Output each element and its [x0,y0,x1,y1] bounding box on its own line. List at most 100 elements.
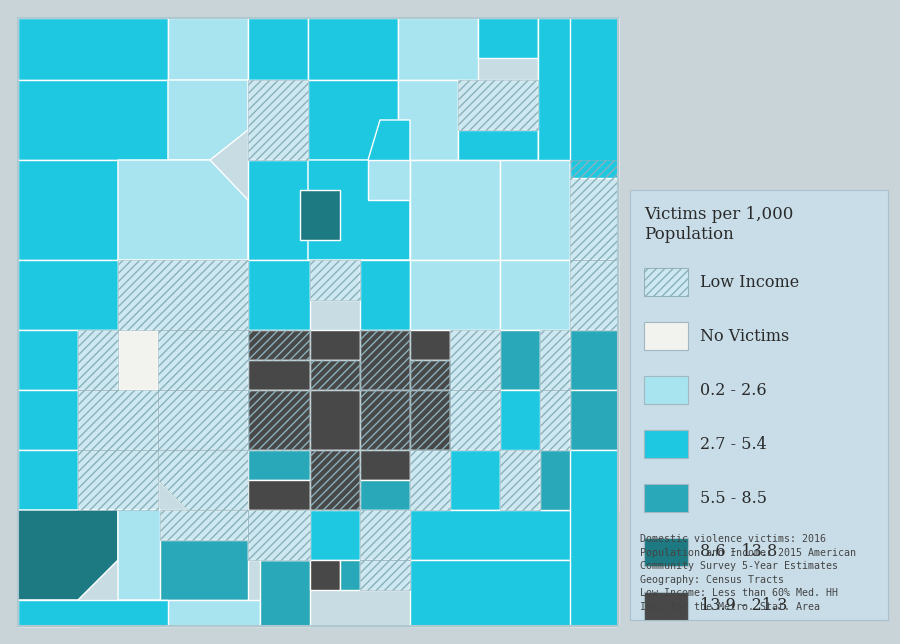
Bar [540,450,618,510]
Bar [248,80,308,160]
Bar [410,330,450,360]
Bar [160,540,248,600]
Bar [18,260,118,330]
Bar [570,260,618,330]
Bar [398,80,458,160]
Bar [18,160,118,260]
Bar [644,484,688,512]
Bar [18,18,168,80]
Polygon shape [118,260,248,330]
Bar [410,260,500,330]
Bar [410,390,450,450]
Bar [310,450,360,510]
Bar [248,80,308,160]
Polygon shape [118,510,180,600]
Bar [540,390,570,450]
Bar [360,510,410,560]
Bar [570,450,618,626]
Bar [160,510,248,540]
Bar [360,560,410,590]
Bar [500,260,570,330]
Bar [538,80,618,160]
Bar [248,18,308,80]
Bar [310,560,340,590]
Bar [410,390,450,450]
Bar [360,330,410,390]
Text: Victims per 1,000
Population: Victims per 1,000 Population [644,206,794,243]
Bar [360,480,410,510]
Bar [410,450,450,510]
Bar [644,430,688,458]
Bar [310,260,360,300]
Bar [248,450,310,480]
Bar [570,160,618,260]
Bar [360,390,410,450]
Bar [538,18,618,80]
Bar [18,80,168,160]
Bar [310,510,360,560]
Text: No Victims: No Victims [700,328,789,345]
Bar [570,390,618,450]
Bar [18,330,78,390]
Text: 2.7 - 5.4: 2.7 - 5.4 [700,435,767,453]
Bar [538,18,618,180]
Polygon shape [260,560,310,626]
Bar [158,390,248,450]
Bar [644,268,688,296]
Bar [360,510,410,560]
Bar [644,376,688,404]
Bar [644,322,688,350]
Text: 13.9 - 21.3: 13.9 - 21.3 [700,598,788,614]
Polygon shape [168,80,248,160]
Bar [540,330,570,390]
Bar [540,450,618,510]
Bar [18,18,618,626]
Bar [160,510,248,540]
Bar [570,260,618,330]
Polygon shape [118,160,248,260]
Bar [18,18,618,626]
Bar [18,450,78,510]
Bar [360,330,410,390]
Bar [450,450,500,510]
Bar [500,450,540,510]
Bar [410,450,450,510]
Bar [570,260,618,330]
Bar [340,560,360,590]
Bar [500,330,540,390]
Bar [248,330,310,360]
Polygon shape [308,120,410,260]
Bar [570,18,618,178]
Bar [158,390,248,450]
Bar [310,330,360,360]
Bar [78,330,118,390]
Bar [644,538,688,566]
Bar [450,330,500,390]
Bar [248,390,310,450]
Polygon shape [18,510,118,600]
Bar [570,160,618,260]
Bar [360,450,410,480]
Bar [18,390,78,450]
Bar [360,560,410,590]
Bar [310,360,360,390]
Bar [308,80,398,160]
Bar [410,360,450,390]
Bar [570,390,618,450]
Text: Domestic violence victims: 2016
Population and Income: 2015 American
Community S: Domestic violence victims: 2016 Populati… [640,534,856,612]
Bar [310,450,360,510]
Bar [168,18,248,80]
Bar [570,330,618,390]
Bar [450,390,500,450]
Bar [308,18,398,80]
Bar [458,130,538,160]
Bar [478,18,538,58]
Bar [450,330,500,390]
Polygon shape [160,600,260,626]
Bar [458,80,538,130]
Bar [570,330,618,390]
Bar [158,330,248,390]
Bar [540,390,570,450]
Bar [500,160,570,260]
Bar [500,390,540,450]
